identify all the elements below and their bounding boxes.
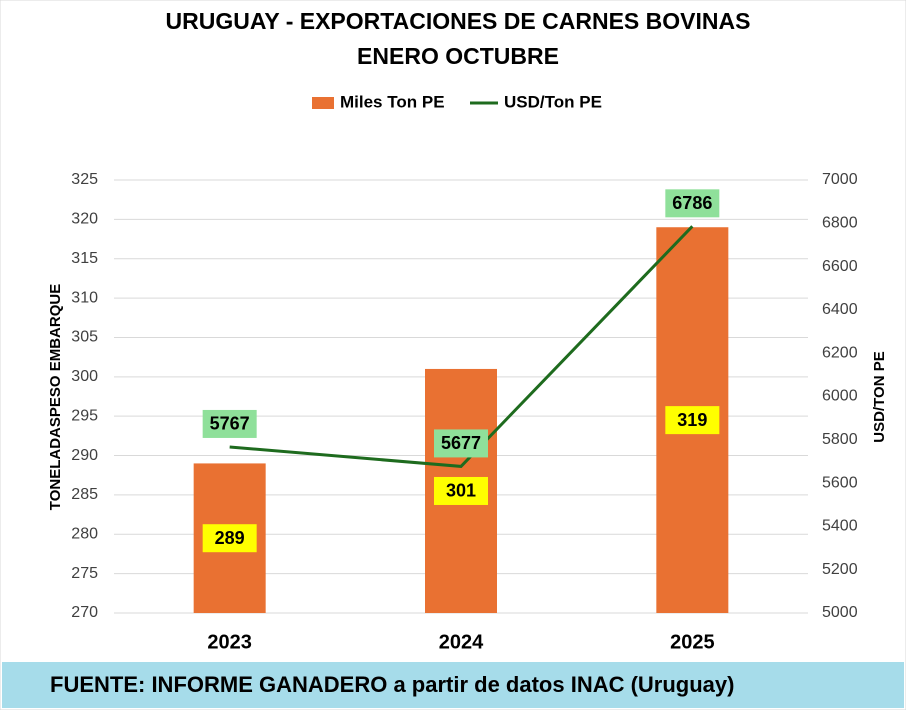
legend-swatch bbox=[312, 97, 334, 109]
y2-tick-label: 5000 bbox=[822, 604, 858, 621]
legend-label: Miles Ton PE bbox=[340, 92, 445, 111]
y2-tick-label: 6800 bbox=[822, 215, 858, 232]
line-value-label: 6786 bbox=[672, 193, 712, 213]
line-value-label: 5767 bbox=[210, 414, 250, 434]
x-tick-label: 2023 bbox=[207, 631, 252, 653]
y-tick-label: 300 bbox=[71, 368, 98, 385]
bar-value-label: 289 bbox=[215, 528, 245, 548]
y-tick-label: 290 bbox=[71, 447, 98, 464]
y2-tick-label: 6000 bbox=[822, 388, 858, 405]
y-tick-label: 285 bbox=[71, 486, 98, 503]
chart-subtitle: ENERO OCTUBRE bbox=[357, 43, 559, 69]
x-tick-label: 2025 bbox=[670, 631, 715, 653]
source-note: FUENTE: INFORME GANADERO a partir de dat… bbox=[50, 672, 734, 697]
y2-tick-label: 5200 bbox=[822, 561, 858, 578]
x-tick-label: 2024 bbox=[439, 631, 484, 653]
line-value-label: 5677 bbox=[441, 433, 481, 453]
y-tick-label: 320 bbox=[71, 211, 98, 228]
y-axis-title: TONELADASPESO EMBARQUE bbox=[47, 284, 64, 510]
y2-tick-label: 5800 bbox=[822, 431, 858, 448]
y2-tick-label: 7000 bbox=[822, 171, 858, 188]
y2-tick-label: 6200 bbox=[822, 344, 858, 361]
y-tick-label: 315 bbox=[71, 250, 98, 267]
y-tick-label: 280 bbox=[71, 525, 98, 542]
line-value-label-bg bbox=[434, 429, 488, 458]
bar-value-label: 319 bbox=[677, 410, 707, 430]
y-tick-label: 270 bbox=[71, 604, 98, 621]
y2-axis-title: USD/TON PE bbox=[871, 351, 888, 442]
line-value-label-bg bbox=[665, 189, 720, 218]
y-tick-label: 275 bbox=[71, 565, 98, 582]
y-tick-label: 295 bbox=[71, 407, 98, 424]
y2-tick-label: 5600 bbox=[822, 474, 858, 491]
y2-tick-label: 5400 bbox=[822, 518, 858, 535]
bar-value-label-bg bbox=[434, 476, 488, 505]
y2-tick-label: 6400 bbox=[822, 301, 858, 318]
chart-title: URUGUAY - EXPORTACIONES DE CARNES BOVINA… bbox=[166, 8, 751, 34]
line bbox=[229, 225, 694, 468]
source-banner bbox=[2, 662, 904, 708]
line-value-label-bg bbox=[202, 409, 257, 438]
y-tick-label: 310 bbox=[71, 289, 98, 306]
bar-value-label-bg bbox=[665, 406, 720, 435]
bar-value-label: 301 bbox=[446, 481, 476, 501]
y2-tick-label: 6600 bbox=[822, 258, 858, 275]
bar-value-label-bg bbox=[202, 524, 257, 553]
y-tick-label: 325 bbox=[71, 171, 98, 188]
y-tick-label: 305 bbox=[71, 329, 98, 346]
legend-label: USD/Ton PE bbox=[504, 92, 602, 111]
